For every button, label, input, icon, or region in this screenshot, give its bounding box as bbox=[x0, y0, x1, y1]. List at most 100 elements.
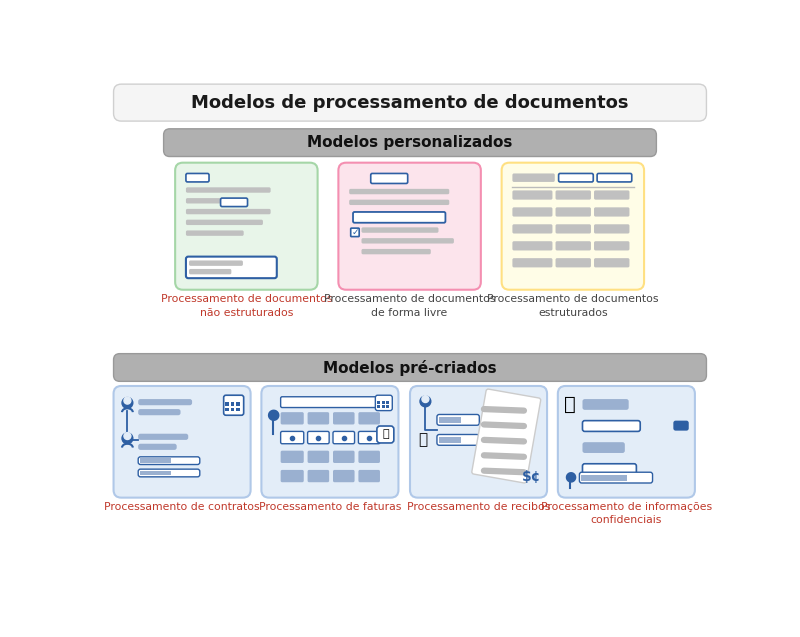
Text: Processamento de documentos
não estruturados: Processamento de documentos não estrutur… bbox=[161, 294, 332, 318]
FancyBboxPatch shape bbox=[186, 187, 270, 193]
FancyBboxPatch shape bbox=[281, 397, 387, 408]
Text: 📞: 📞 bbox=[418, 433, 428, 447]
FancyBboxPatch shape bbox=[281, 450, 304, 463]
FancyBboxPatch shape bbox=[114, 386, 250, 497]
Text: Processamento de documentos
de forma livre: Processamento de documentos de forma liv… bbox=[324, 294, 495, 318]
FancyBboxPatch shape bbox=[594, 190, 630, 199]
FancyBboxPatch shape bbox=[138, 399, 192, 405]
FancyBboxPatch shape bbox=[349, 199, 450, 205]
Text: ✓: ✓ bbox=[351, 228, 358, 237]
FancyBboxPatch shape bbox=[358, 470, 380, 482]
FancyBboxPatch shape bbox=[262, 386, 398, 497]
FancyBboxPatch shape bbox=[138, 469, 200, 477]
FancyBboxPatch shape bbox=[582, 442, 625, 453]
Circle shape bbox=[122, 397, 133, 408]
FancyBboxPatch shape bbox=[437, 415, 479, 426]
Bar bbox=[386, 401, 390, 404]
Bar bbox=[236, 408, 240, 412]
FancyBboxPatch shape bbox=[597, 173, 632, 182]
FancyBboxPatch shape bbox=[513, 207, 553, 217]
FancyBboxPatch shape bbox=[138, 457, 200, 464]
FancyBboxPatch shape bbox=[333, 431, 354, 444]
FancyBboxPatch shape bbox=[353, 212, 446, 223]
FancyBboxPatch shape bbox=[186, 198, 247, 203]
FancyBboxPatch shape bbox=[349, 189, 450, 194]
FancyBboxPatch shape bbox=[555, 258, 591, 268]
FancyBboxPatch shape bbox=[362, 238, 454, 243]
FancyBboxPatch shape bbox=[375, 395, 392, 411]
FancyBboxPatch shape bbox=[189, 269, 231, 275]
FancyBboxPatch shape bbox=[594, 224, 630, 234]
FancyBboxPatch shape bbox=[594, 258, 630, 268]
Bar bbox=[140, 471, 170, 475]
FancyBboxPatch shape bbox=[437, 434, 479, 445]
Bar bbox=[382, 401, 385, 404]
FancyBboxPatch shape bbox=[163, 129, 656, 157]
FancyBboxPatch shape bbox=[358, 412, 380, 424]
FancyBboxPatch shape bbox=[114, 84, 706, 121]
Bar bbox=[439, 437, 461, 443]
Text: Processamento de documentos
estruturados: Processamento de documentos estruturados bbox=[487, 294, 658, 318]
FancyBboxPatch shape bbox=[307, 412, 329, 424]
FancyBboxPatch shape bbox=[186, 173, 209, 182]
FancyBboxPatch shape bbox=[281, 431, 304, 444]
Bar bbox=[230, 402, 234, 406]
FancyBboxPatch shape bbox=[307, 431, 329, 444]
FancyBboxPatch shape bbox=[338, 162, 481, 290]
FancyBboxPatch shape bbox=[513, 258, 553, 268]
FancyBboxPatch shape bbox=[558, 173, 594, 182]
FancyBboxPatch shape bbox=[582, 399, 629, 410]
FancyBboxPatch shape bbox=[513, 241, 553, 250]
FancyBboxPatch shape bbox=[333, 412, 354, 424]
Bar bbox=[226, 402, 229, 406]
Bar bbox=[386, 405, 390, 408]
FancyBboxPatch shape bbox=[579, 472, 653, 483]
FancyBboxPatch shape bbox=[175, 162, 318, 290]
Text: Processamento de informações
confidenciais: Processamento de informações confidencia… bbox=[541, 502, 712, 526]
FancyBboxPatch shape bbox=[114, 354, 706, 382]
Circle shape bbox=[420, 396, 430, 407]
FancyBboxPatch shape bbox=[186, 231, 244, 236]
FancyBboxPatch shape bbox=[221, 198, 247, 206]
FancyBboxPatch shape bbox=[189, 261, 243, 266]
FancyBboxPatch shape bbox=[555, 241, 591, 250]
Bar bbox=[377, 401, 380, 404]
FancyBboxPatch shape bbox=[307, 450, 329, 463]
FancyBboxPatch shape bbox=[582, 420, 640, 431]
FancyBboxPatch shape bbox=[362, 249, 430, 254]
FancyBboxPatch shape bbox=[410, 386, 547, 497]
Bar bbox=[377, 405, 380, 408]
Text: Modelos de processamento de documentos: Modelos de processamento de documentos bbox=[191, 94, 629, 111]
FancyBboxPatch shape bbox=[186, 209, 270, 214]
Circle shape bbox=[124, 433, 131, 440]
FancyBboxPatch shape bbox=[186, 257, 277, 278]
FancyBboxPatch shape bbox=[370, 173, 408, 183]
FancyBboxPatch shape bbox=[555, 224, 591, 234]
Text: 🧳: 🧳 bbox=[382, 429, 389, 440]
FancyBboxPatch shape bbox=[186, 220, 263, 225]
FancyBboxPatch shape bbox=[555, 207, 591, 217]
FancyBboxPatch shape bbox=[502, 162, 644, 290]
Bar bbox=[140, 459, 170, 463]
Text: Processamento de recibos: Processamento de recibos bbox=[407, 502, 550, 512]
Circle shape bbox=[422, 396, 429, 403]
FancyBboxPatch shape bbox=[138, 434, 188, 440]
Text: ●: ● bbox=[564, 469, 576, 483]
FancyBboxPatch shape bbox=[224, 395, 244, 415]
Text: Processamento de faturas: Processamento de faturas bbox=[258, 502, 401, 512]
Bar bbox=[581, 475, 627, 481]
FancyBboxPatch shape bbox=[377, 426, 394, 443]
Bar bbox=[230, 408, 234, 412]
FancyBboxPatch shape bbox=[362, 227, 438, 233]
FancyBboxPatch shape bbox=[555, 190, 591, 199]
FancyBboxPatch shape bbox=[307, 470, 329, 482]
FancyBboxPatch shape bbox=[674, 420, 689, 431]
FancyBboxPatch shape bbox=[472, 389, 541, 483]
FancyBboxPatch shape bbox=[558, 386, 695, 497]
FancyBboxPatch shape bbox=[138, 409, 181, 415]
Bar bbox=[236, 402, 240, 406]
Text: Modelos personalizados: Modelos personalizados bbox=[307, 135, 513, 150]
Text: $¢: $¢ bbox=[522, 470, 542, 484]
FancyBboxPatch shape bbox=[582, 464, 636, 475]
FancyBboxPatch shape bbox=[513, 224, 553, 234]
